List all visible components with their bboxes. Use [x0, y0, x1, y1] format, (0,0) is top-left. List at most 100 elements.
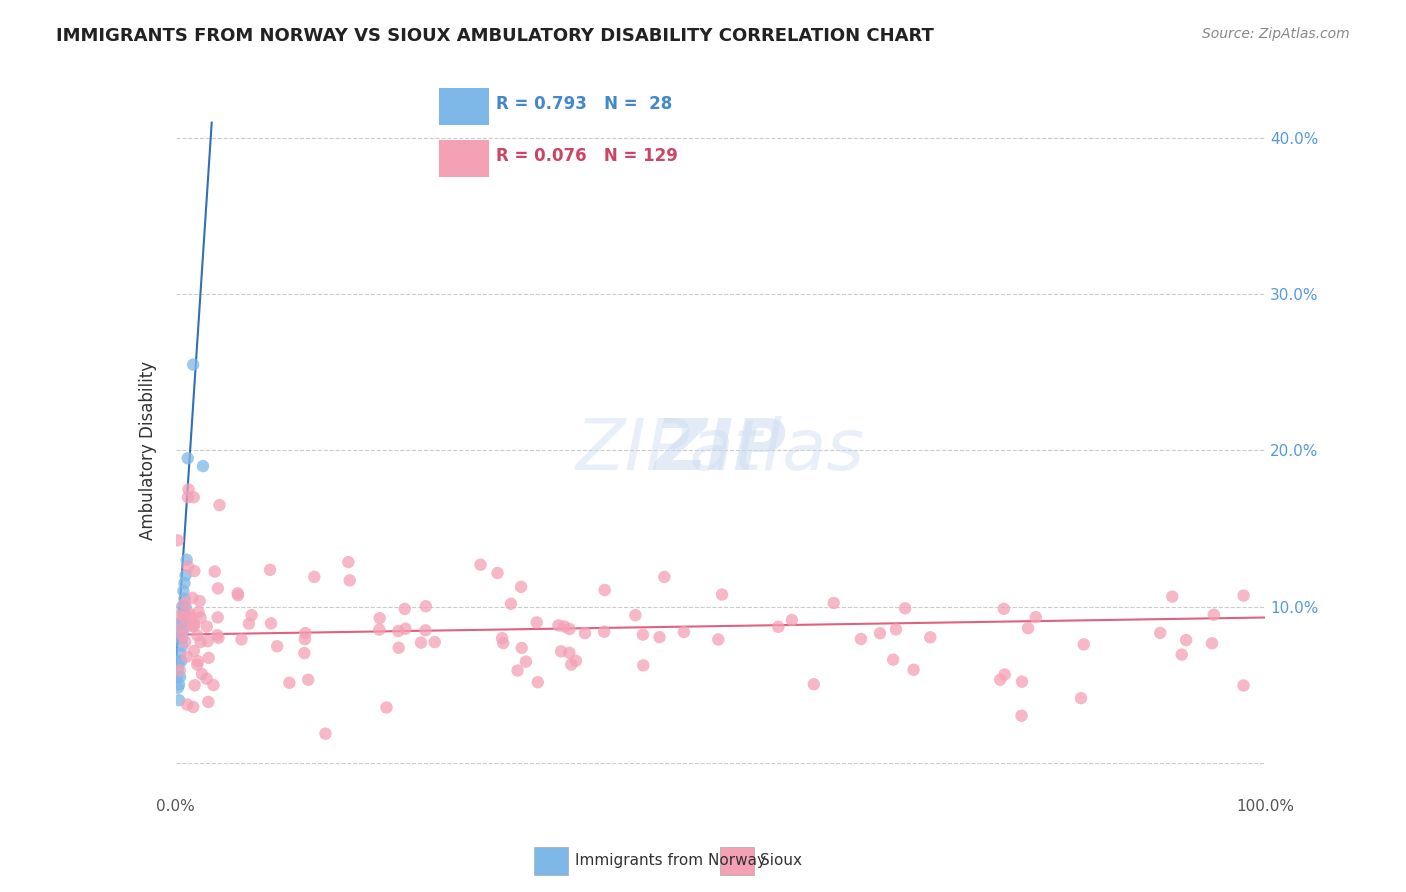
Point — [169, 670, 191, 684]
Point — [207, 631, 229, 645]
Point — [191, 667, 214, 681]
Point — [515, 655, 537, 669]
Point — [654, 570, 676, 584]
Point — [173, 591, 195, 606]
Point — [173, 610, 195, 624]
Point — [174, 635, 197, 649]
Point — [169, 646, 191, 660]
Point — [169, 663, 191, 677]
Point — [167, 678, 190, 692]
Point — [1017, 621, 1039, 635]
Point — [711, 588, 734, 602]
Text: ZIPatlas: ZIPatlas — [576, 416, 865, 485]
Point — [1011, 674, 1033, 689]
Point — [337, 555, 360, 569]
Point — [506, 664, 529, 678]
Point — [423, 635, 446, 649]
Point — [510, 580, 533, 594]
Point — [207, 610, 229, 624]
Point — [195, 619, 218, 633]
Point — [558, 622, 581, 636]
Point — [869, 626, 891, 640]
Point — [207, 582, 229, 596]
Point — [823, 596, 845, 610]
Point — [207, 628, 229, 642]
Point — [172, 599, 194, 614]
Point — [183, 619, 205, 633]
Text: ZIP: ZIP — [654, 416, 787, 485]
Point — [260, 616, 283, 631]
Point — [1161, 590, 1184, 604]
Point — [167, 662, 190, 676]
Point — [593, 624, 616, 639]
Point — [183, 490, 205, 504]
Point — [172, 631, 194, 645]
Point — [1171, 648, 1194, 662]
Point — [486, 566, 509, 580]
Point — [226, 588, 249, 602]
Text: Source: ZipAtlas.com: Source: ZipAtlas.com — [1202, 27, 1350, 41]
Point — [387, 624, 409, 638]
Point — [181, 700, 204, 714]
Point — [177, 451, 200, 466]
Point — [550, 644, 572, 658]
Point — [470, 558, 492, 572]
Point — [1149, 626, 1171, 640]
Point — [633, 658, 655, 673]
Point — [903, 663, 925, 677]
Text: R = 0.793   N =  28: R = 0.793 N = 28 — [496, 95, 672, 112]
Point — [173, 607, 195, 622]
Point — [181, 591, 204, 605]
Point — [231, 632, 253, 647]
Text: Sioux: Sioux — [761, 854, 803, 868]
Point — [339, 574, 361, 588]
Point — [191, 458, 214, 473]
Point — [1070, 691, 1092, 706]
Point — [780, 613, 803, 627]
Point — [574, 626, 596, 640]
Point — [176, 649, 198, 664]
Point — [558, 646, 581, 660]
Point — [294, 626, 316, 640]
Point — [177, 490, 200, 504]
Point — [183, 616, 205, 631]
Point — [179, 609, 201, 624]
Point — [169, 631, 191, 645]
Point — [170, 615, 193, 630]
Point — [565, 654, 588, 668]
Point — [388, 640, 411, 655]
Point — [167, 608, 190, 623]
Point — [648, 630, 671, 644]
Point — [167, 654, 190, 668]
Point — [492, 636, 515, 650]
Point — [304, 570, 326, 584]
Point — [181, 619, 204, 633]
Point — [547, 618, 569, 632]
Point — [166, 670, 188, 684]
Point — [624, 608, 647, 623]
Point — [208, 498, 231, 512]
Point — [707, 632, 730, 647]
Point — [1232, 678, 1256, 692]
Point — [170, 623, 193, 637]
FancyBboxPatch shape — [439, 140, 489, 177]
Point — [803, 677, 825, 691]
Point — [1011, 708, 1033, 723]
Point — [204, 565, 226, 579]
Point — [176, 552, 198, 567]
Point — [394, 602, 416, 616]
Point — [259, 563, 281, 577]
Point — [527, 675, 550, 690]
Point — [994, 667, 1017, 681]
Point — [368, 623, 391, 637]
Point — [179, 607, 201, 621]
Point — [1073, 637, 1095, 651]
Point — [297, 673, 319, 687]
Point — [181, 358, 204, 372]
Point — [988, 673, 1011, 687]
Point — [188, 594, 211, 608]
Point — [314, 727, 336, 741]
Point — [173, 597, 195, 611]
Point — [1232, 589, 1256, 603]
Point — [197, 695, 219, 709]
